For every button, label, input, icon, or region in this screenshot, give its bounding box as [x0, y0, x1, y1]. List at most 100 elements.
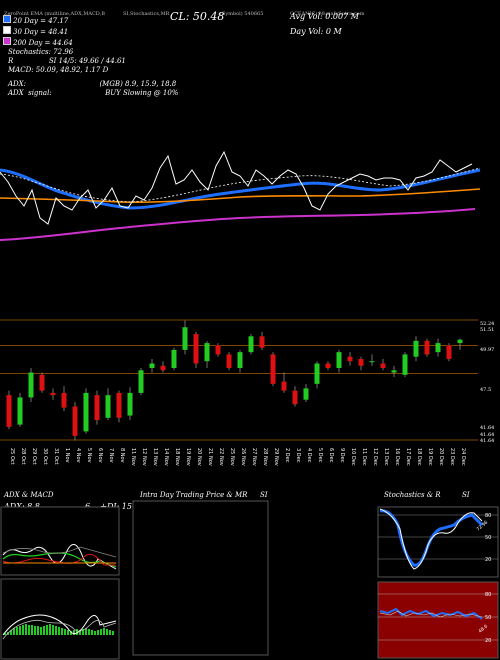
- macd-bar: [61, 628, 63, 635]
- candle-body: [204, 343, 210, 362]
- macd-bar: [46, 625, 48, 635]
- date-label: 27 Nov: [251, 448, 257, 466]
- price-label-4: 47.5: [480, 387, 492, 393]
- price-label-5: 41.64: [480, 425, 495, 431]
- macd-bar: [4, 633, 6, 635]
- macd-bar: [112, 631, 114, 635]
- macd-bar: [19, 626, 21, 635]
- header-top-line: ZeroPoint EMA (multiline,ADX,MACD,B: [4, 11, 105, 17]
- candle-body: [281, 381, 287, 391]
- date-label: 4 Dec: [306, 448, 312, 463]
- candle-body: [193, 334, 199, 364]
- moving-average-lines: [0, 150, 481, 241]
- candle-body: [446, 345, 452, 359]
- date-label: 26 Nov: [240, 448, 246, 466]
- macd-histogram: [4, 624, 114, 635]
- header-top-name: OCEANIC) MunafaSutra.com: [290, 11, 365, 17]
- macd-bar: [100, 629, 102, 635]
- price-label-6: 41.64: [480, 432, 495, 438]
- macd-bar: [91, 630, 93, 635]
- candle-body: [83, 392, 89, 432]
- date-label: 18 Nov: [174, 448, 180, 466]
- header-top-mid: SI,Stochastics,MR: [123, 11, 170, 17]
- date-label: 17 Dec: [405, 448, 411, 466]
- macd-bar: [25, 624, 27, 635]
- macd-bar: [82, 629, 84, 635]
- panel1-title: ADX & MACD: [4, 491, 54, 499]
- candle-body: [94, 395, 100, 421]
- candle-body: [182, 327, 188, 350]
- stoch-tick-80: 80: [485, 513, 491, 519]
- macd-lines: [2, 614, 117, 640]
- candle-body: [105, 395, 111, 418]
- date-label: 5 Dec: [317, 448, 323, 463]
- date-label: 5 Nov: [86, 448, 92, 463]
- date-label: 19 Nov: [185, 448, 191, 466]
- price-close-line: [0, 150, 473, 225]
- candle-body: [369, 361, 375, 363]
- candle-body: [215, 345, 221, 355]
- macd-bar: [31, 625, 33, 635]
- macd-bar: [70, 631, 72, 635]
- macd-bar: [43, 626, 45, 635]
- ma30-line: [0, 167, 481, 203]
- macd-bar: [64, 629, 66, 635]
- macd-bar: [49, 624, 51, 635]
- macd-bar: [55, 626, 57, 635]
- day-volume: Day Vol: 0 M: [290, 27, 342, 36]
- candle-body: [270, 354, 276, 384]
- ma20-line: [0, 168, 481, 210]
- macd-bar: [40, 627, 42, 635]
- candle-body: [325, 363, 331, 368]
- date-label: 16 Dec: [394, 448, 400, 466]
- date-label: 3 Dec: [295, 448, 301, 463]
- date-label: 30 Oct: [42, 448, 48, 465]
- macd-bar: [85, 628, 87, 635]
- adx-signal-text: ADX signal: BUY Slowing @ 10%: [8, 89, 179, 97]
- candle-body: [171, 349, 177, 368]
- macd-bar: [94, 631, 96, 635]
- header-top-right: (Symbol) 540665: [220, 11, 264, 17]
- candlesticks: [6, 320, 463, 441]
- candle-body: [435, 343, 441, 353]
- macd-text: MACD: 50.09, 48.92, 1.17 D: [8, 66, 109, 74]
- panel3-title: Stochastics & R: [384, 491, 441, 499]
- candle-body: [424, 340, 430, 355]
- ma200-icon: [3, 37, 11, 45]
- candle-body: [72, 406, 78, 436]
- macd-bar: [106, 629, 108, 635]
- ma30-icon: [3, 26, 11, 34]
- macd-bar: [67, 630, 69, 635]
- date-label: 13 Dec: [383, 448, 389, 466]
- date-label: 6 Dec: [328, 448, 334, 463]
- ma-orange-line: [0, 188, 481, 203]
- candle-body: [336, 352, 342, 368]
- macd-bar: [28, 625, 30, 635]
- date-label: 19 Dec: [427, 448, 433, 466]
- price-label-1: 52.24: [480, 321, 495, 327]
- candle-body: [116, 392, 122, 418]
- date-label: 7 Nov: [108, 448, 114, 463]
- macd-bar: [16, 627, 18, 635]
- date-label: 4 Nov: [75, 448, 81, 463]
- date-label: 24 Dec: [460, 448, 466, 466]
- rsi-tick-20: 20: [485, 638, 491, 644]
- date-label: 14 Nov: [163, 448, 169, 466]
- ma200-line: [0, 208, 476, 241]
- main-chart: 25 Oct 28 Oct 29 Oct 30 Oct 31 Oct 1 Nov 4 Nov…: [0, 150, 481, 466]
- stoch-tick-50: 50: [485, 535, 491, 541]
- rsi-panel: [377, 581, 499, 659]
- macd-bar: [88, 629, 90, 635]
- candle-body: [292, 390, 298, 405]
- date-label: 8 Nov: [119, 448, 125, 463]
- panel2-title: Intra Day Trading Price & MR: [140, 491, 248, 499]
- date-label: 28 Oct: [20, 448, 26, 465]
- date-label: 22 Nov: [218, 448, 224, 466]
- macd-bar: [109, 630, 111, 635]
- candle-body: [127, 392, 133, 416]
- date-label: 23 Dec: [449, 448, 455, 466]
- macd-bar: [103, 628, 105, 635]
- date-label: 10 Dec: [350, 448, 356, 466]
- candle-body: [402, 354, 408, 375]
- date-label: 11 Nov: [130, 448, 136, 466]
